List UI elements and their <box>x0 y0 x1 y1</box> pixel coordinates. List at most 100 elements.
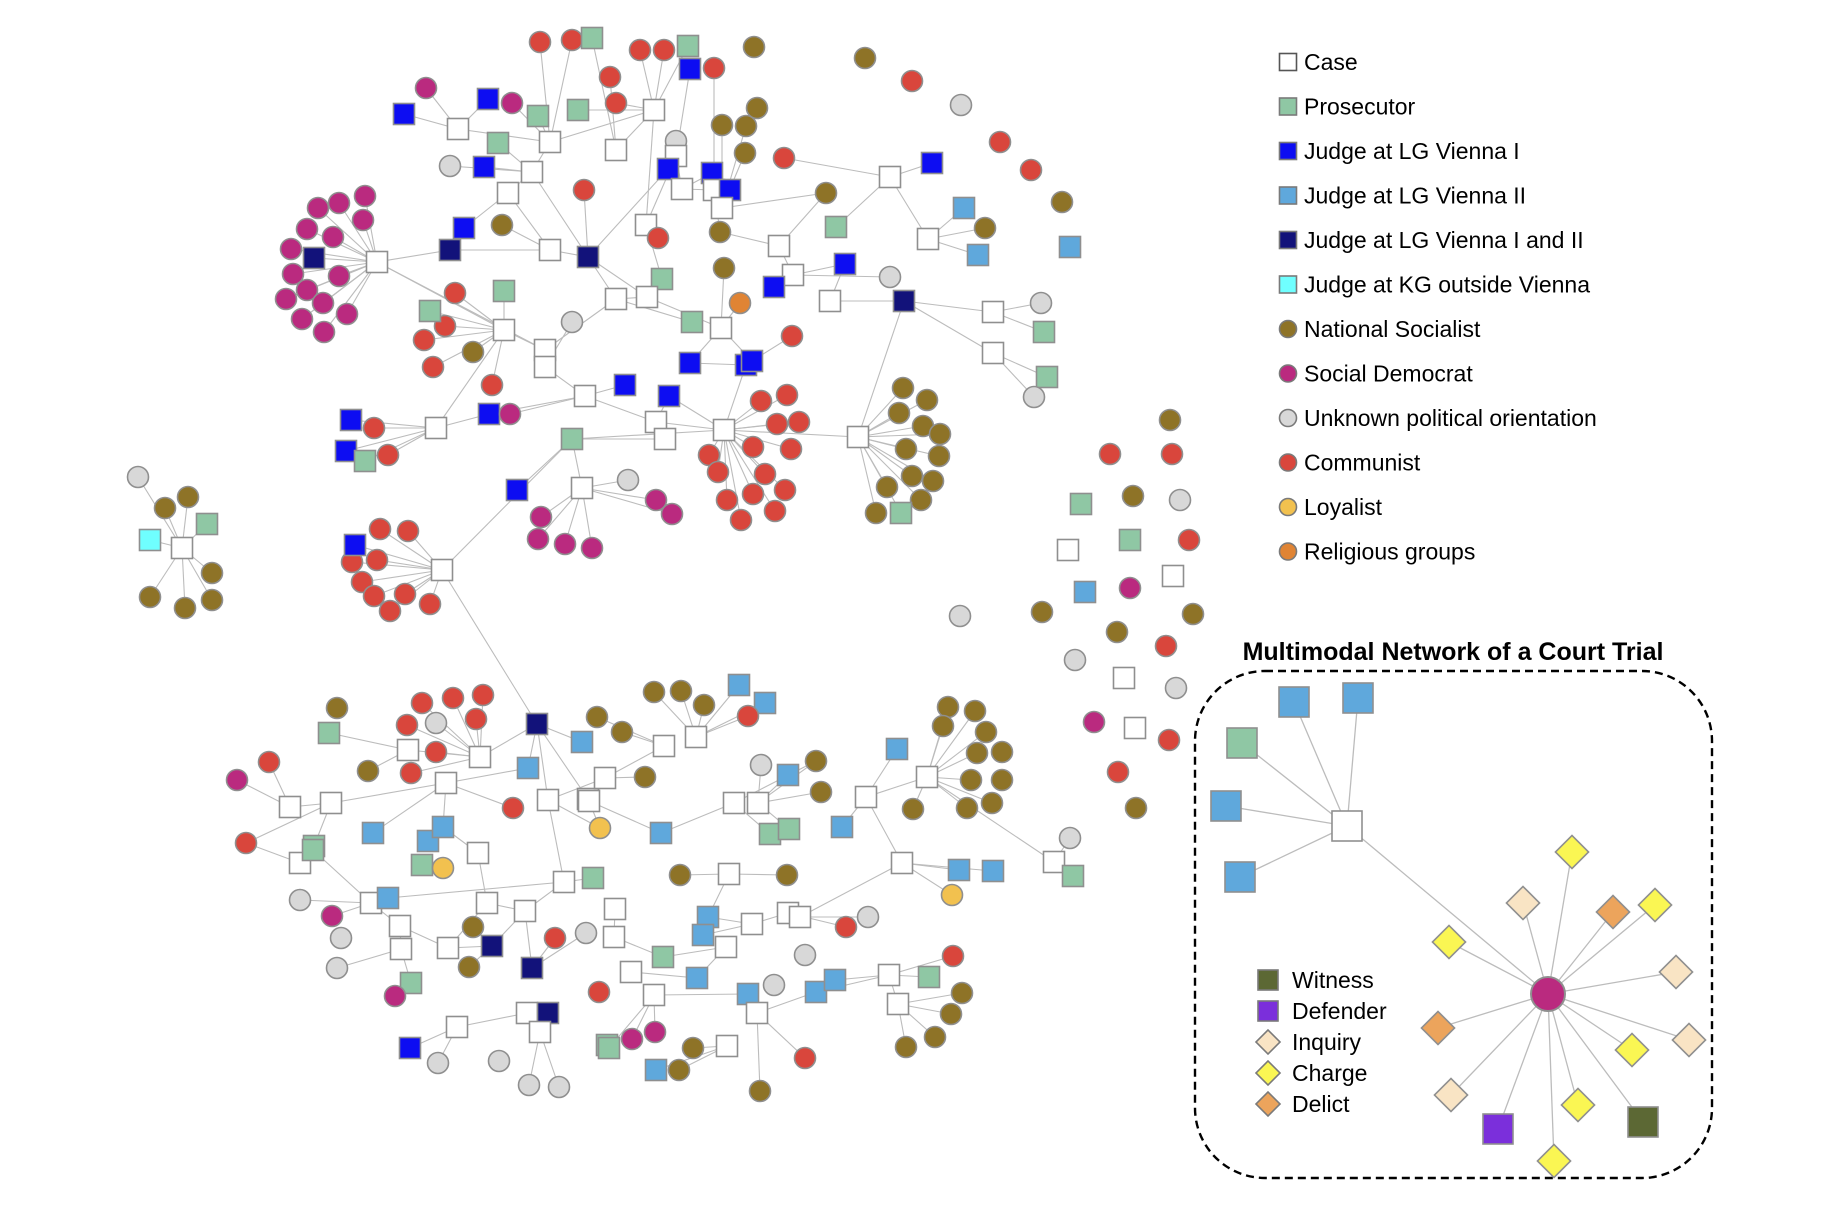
node-j2 <box>431 815 455 839</box>
legend-swatch-j2 <box>1278 186 1298 205</box>
node-loy <box>940 883 964 907</box>
edge <box>531 171 589 258</box>
node-j2 <box>570 730 594 754</box>
node-case <box>436 936 460 960</box>
edge <box>1346 825 1549 995</box>
node-ns <box>176 485 200 509</box>
node-case <box>684 725 708 749</box>
node-pros <box>317 721 341 745</box>
node-charge <box>1560 1087 1596 1123</box>
node-j2 <box>685 966 709 990</box>
node-kom <box>749 389 773 413</box>
node-charge <box>1614 1032 1650 1068</box>
node-charge <box>1554 834 1590 870</box>
node-kom <box>396 519 420 543</box>
node-kom <box>257 750 281 774</box>
node-j1 <box>920 151 944 175</box>
legend-label-rel: Religious groups <box>1304 539 1475 565</box>
node-ns <box>708 220 732 244</box>
node-j2 <box>727 673 751 697</box>
node-sd <box>320 904 344 928</box>
node-sd <box>1118 576 1142 600</box>
node-ns <box>457 955 481 979</box>
node-sd <box>327 264 351 288</box>
node-ns <box>748 1079 772 1103</box>
node-case <box>365 250 389 274</box>
node-ns <box>963 699 987 723</box>
node-case <box>446 117 470 141</box>
node-pros <box>526 104 550 128</box>
edge <box>901 862 994 872</box>
edge <box>799 862 903 918</box>
node-j2 <box>776 763 800 787</box>
edge <box>615 298 693 323</box>
node-case <box>717 862 741 886</box>
node-case <box>635 285 659 309</box>
node-j12 <box>520 956 544 980</box>
node-ns <box>928 422 952 446</box>
node-pros <box>195 512 219 536</box>
node-case <box>538 238 562 262</box>
legend-label-loy: Loyalist <box>1304 494 1383 520</box>
node-j1 <box>833 252 857 276</box>
node-charge <box>1536 1143 1572 1179</box>
edge <box>245 802 332 844</box>
inset-legend-label-witness: Witness <box>1292 967 1374 993</box>
node-pros <box>824 215 848 239</box>
node-ns <box>1030 600 1054 624</box>
node-jk <box>138 528 162 552</box>
node-kom <box>572 178 596 202</box>
node-kom <box>368 517 392 541</box>
node-kom <box>412 328 436 352</box>
node-ns <box>200 588 224 612</box>
node-sd <box>312 320 336 344</box>
node-pros <box>301 838 325 862</box>
node-j2 <box>1210 790 1242 822</box>
node-ns <box>710 113 734 137</box>
node-ns <box>490 213 514 237</box>
node-ns <box>775 863 799 887</box>
edge <box>1241 742 1348 827</box>
node-ns <box>804 749 828 773</box>
edge <box>361 569 443 583</box>
node-unk <box>126 465 150 489</box>
node-case <box>1161 564 1185 588</box>
node-kom <box>628 38 652 62</box>
node-ns <box>814 181 838 205</box>
node-charge <box>1637 887 1673 923</box>
node-case <box>745 1001 769 1025</box>
node-pros <box>1226 727 1258 759</box>
node-case <box>781 263 805 287</box>
node-ns <box>669 679 693 703</box>
node-pros <box>1069 492 1093 516</box>
node-j2 <box>1073 580 1097 604</box>
node-kom <box>729 508 753 532</box>
node-ns <box>959 768 983 792</box>
node-j2 <box>804 980 828 1004</box>
node-pros <box>758 822 782 846</box>
node-defender <box>1482 1113 1514 1145</box>
legend-swatch-j1 <box>1278 141 1298 161</box>
node-case <box>389 937 413 961</box>
edge <box>406 724 481 758</box>
node-loy <box>588 816 612 840</box>
node-j2 <box>1278 686 1310 718</box>
node-ns <box>927 444 951 468</box>
edge <box>376 261 546 351</box>
node-kom <box>471 683 495 707</box>
edge <box>645 109 655 226</box>
node-ns <box>909 488 933 512</box>
node-case <box>1056 538 1080 562</box>
edge <box>1437 993 1549 1029</box>
node-kom <box>480 373 504 397</box>
node-kom <box>773 478 797 502</box>
node-case <box>846 425 870 449</box>
edge <box>547 799 565 883</box>
node-pros <box>486 131 510 155</box>
node-case <box>515 1001 539 1025</box>
node-case <box>877 963 901 987</box>
edge <box>536 723 589 800</box>
node-ns <box>864 501 888 525</box>
node-case <box>714 935 738 959</box>
edge <box>441 569 538 725</box>
